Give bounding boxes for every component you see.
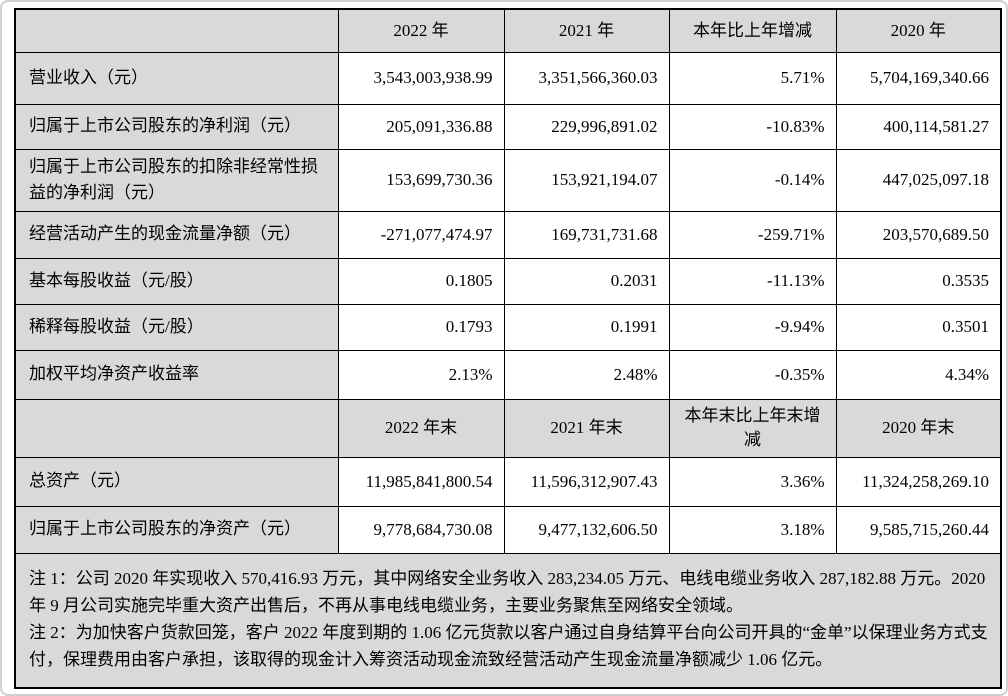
value-2020: 0.3501 xyxy=(835,303,1002,351)
value-2021: 9,477,132,606.50 xyxy=(503,505,670,554)
annual-header-row: 2022 年 2021 年 本年比上年增减 2020 年 xyxy=(14,8,1002,53)
value-change: 3.18% xyxy=(668,505,837,554)
value-2021: 0.1991 xyxy=(503,303,670,351)
eoy-header-change: 本年末比上年末增减 xyxy=(668,398,837,458)
row-label: 加权平均净资产收益率 xyxy=(14,349,339,400)
value-2020: 0.3535 xyxy=(835,257,1002,305)
value-2021: 169,731,731.68 xyxy=(503,210,670,259)
value-change: -0.14% xyxy=(668,148,837,212)
value-2022: 11,985,841,800.54 xyxy=(337,456,505,507)
value-2020: 447,025,097.18 xyxy=(835,148,1002,212)
value-2020: 203,570,689.50 xyxy=(835,210,1002,259)
row-label: 经营活动产生的现金流量净额（元） xyxy=(14,210,339,259)
table-row-diluted-eps: 稀释每股收益（元/股） 0.1793 0.1991 -9.94% 0.3501 xyxy=(14,303,1002,351)
eoy-header-2022: 2022 年末 xyxy=(337,398,505,458)
value-change: -9.94% xyxy=(668,303,837,351)
eoy-header-2020: 2020 年末 xyxy=(835,398,1002,458)
financial-summary-table: 2022 年 2021 年 本年比上年增减 2020 年 营业收入（元） 3,5… xyxy=(14,8,1002,689)
value-2022: 2.13% xyxy=(337,349,505,400)
value-2021: 153,921,194.07 xyxy=(503,148,670,212)
table-row-revenue: 营业收入（元） 3,543,003,938.99 3,351,566,360.0… xyxy=(14,51,1002,105)
table-row-total-assets: 总资产（元） 11,985,841,800.54 11,596,312,907.… xyxy=(14,456,1002,507)
value-2022: 9,778,684,730.08 xyxy=(337,505,505,554)
value-2022: -271,077,474.97 xyxy=(337,210,505,259)
value-change: 5.71% xyxy=(668,51,837,105)
row-label: 归属于上市公司股东的净资产（元） xyxy=(14,505,339,554)
annual-header-change: 本年比上年增减 xyxy=(668,8,837,53)
table-row-weighted-roe: 加权平均净资产收益率 2.13% 2.48% -0.35% 4.34% xyxy=(14,349,1002,400)
row-label: 归属于上市公司股东的净利润（元） xyxy=(14,103,339,150)
value-2022: 205,091,336.88 xyxy=(337,103,505,150)
value-2021: 2.48% xyxy=(503,349,670,400)
table-row-operating-cash-flow: 经营活动产生的现金流量净额（元） -271,077,474.97 169,731… xyxy=(14,210,1002,259)
value-2020: 11,324,258,269.10 xyxy=(835,456,1002,507)
eoy-header-2021: 2021 年末 xyxy=(503,398,670,458)
note-2: 注 2：为加快客户货款回笼，客户 2022 年度到期的 1.06 亿元货款以客户… xyxy=(29,623,988,670)
value-2020: 400,114,581.27 xyxy=(835,103,1002,150)
row-label: 总资产（元） xyxy=(14,456,339,507)
annual-header-2022: 2022 年 xyxy=(337,8,505,53)
value-change: -11.13% xyxy=(668,257,837,305)
value-2020: 5,704,169,340.66 xyxy=(835,51,1002,105)
annual-header-blank-cell xyxy=(14,8,339,53)
row-label: 营业收入（元） xyxy=(14,51,339,105)
value-2021: 11,596,312,907.43 xyxy=(503,456,670,507)
value-2021: 229,996,891.02 xyxy=(503,103,670,150)
table-row-basic-eps: 基本每股收益（元/股） 0.1805 0.2031 -11.13% 0.3535 xyxy=(14,257,1002,305)
value-change: -0.35% xyxy=(668,349,837,400)
value-2022: 3,543,003,938.99 xyxy=(337,51,505,105)
table-row-deducted-net-profit: 归属于上市公司股东的扣除非经常性损益的净利润（元） 153,699,730.36… xyxy=(14,148,1002,212)
table-row-net-assets: 归属于上市公司股东的净资产（元） 9,778,684,730.08 9,477,… xyxy=(14,505,1002,554)
value-2022: 0.1793 xyxy=(337,303,505,351)
annual-header-2020: 2020 年 xyxy=(835,8,1002,53)
value-change: 3.36% xyxy=(668,456,837,507)
value-change: -259.71% xyxy=(668,210,837,259)
value-2021: 3,351,566,360.03 xyxy=(503,51,670,105)
value-2020: 9,585,715,260.44 xyxy=(835,505,1002,554)
notes-cell: 注 1：公司 2020 年实现收入 570,416.93 万元，其中网络安全业务… xyxy=(14,552,1002,689)
value-2022: 0.1805 xyxy=(337,257,505,305)
note-1: 注 1：公司 2020 年实现收入 570,416.93 万元，其中网络安全业务… xyxy=(29,569,986,616)
notes-section: 注 1：公司 2020 年实现收入 570,416.93 万元，其中网络安全业务… xyxy=(14,552,1002,689)
value-2020: 4.34% xyxy=(835,349,1002,400)
eoy-header-blank-cell xyxy=(14,398,339,458)
row-label: 归属于上市公司股东的扣除非经常性损益的净利润（元） xyxy=(14,148,339,212)
value-2021: 0.2031 xyxy=(503,257,670,305)
annual-header-2021: 2021 年 xyxy=(503,8,670,53)
eoy-header-row: 2022 年末 2021 年末 本年末比上年末增减 2020 年末 xyxy=(14,398,1002,458)
table-row-net-profit: 归属于上市公司股东的净利润（元） 205,091,336.88 229,996,… xyxy=(14,103,1002,150)
value-change: -10.83% xyxy=(668,103,837,150)
row-label: 基本每股收益（元/股） xyxy=(14,257,339,305)
value-2022: 153,699,730.36 xyxy=(337,148,505,212)
row-label: 稀释每股收益（元/股） xyxy=(14,303,339,351)
